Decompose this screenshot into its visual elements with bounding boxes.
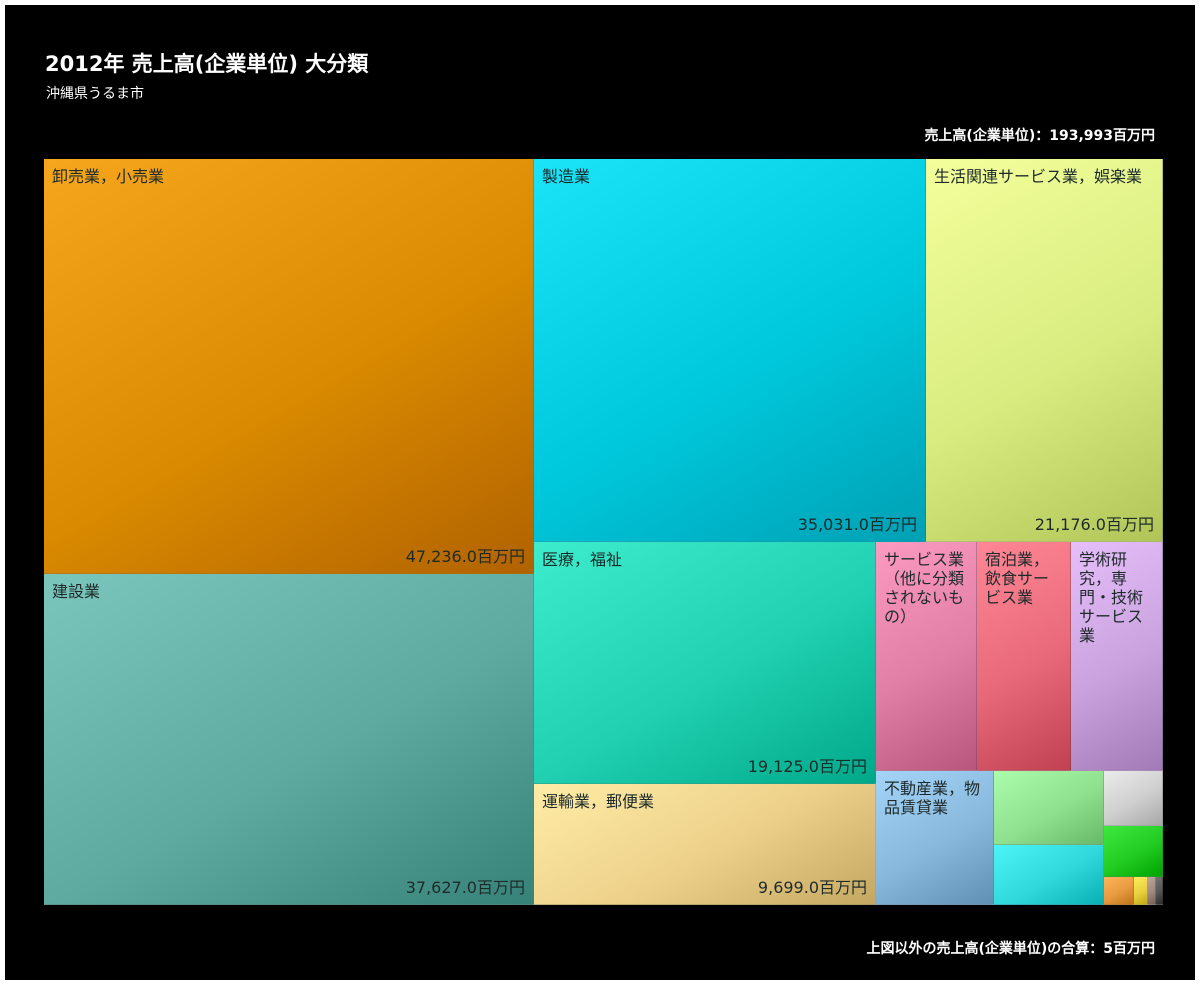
tile-value-label: 19,125.0百万円 bbox=[747, 757, 867, 776]
treemap-tile[interactable] bbox=[1104, 826, 1163, 877]
tile-label: 製造業 bbox=[542, 167, 591, 186]
tile-value-label: 21,176.0百万円 bbox=[1034, 515, 1154, 534]
treemap-tile[interactable] bbox=[994, 845, 1104, 905]
treemap-tile[interactable]: 不動産業，物品賃貸業 bbox=[876, 771, 994, 905]
treemap-tile[interactable] bbox=[1104, 877, 1134, 905]
treemap-tile[interactable] bbox=[1134, 877, 1148, 905]
treemap-tile[interactable]: 運輸業，郵便業 9,699.0百万円 bbox=[534, 784, 876, 905]
tile-label: 医療，福祉 bbox=[542, 550, 623, 569]
others-sum-label: 上図以外の売上高(企業単位)の合算：5百万円 bbox=[866, 941, 1155, 957]
treemap-tile[interactable]: 学術研究，専門・技術サービス業 bbox=[1071, 542, 1163, 771]
tile-label: 卸売業，小売業 bbox=[52, 167, 165, 186]
total-sales-label: 売上高(企業単位)：193,993百万円 bbox=[924, 128, 1155, 144]
treemap-tile[interactable]: 建設業 37,627.0百万円 bbox=[44, 574, 534, 905]
chart-title: 2012年 売上高(企業単位) 大分類 bbox=[45, 52, 369, 76]
treemap-tile[interactable]: 宿泊業，飲食サービス業 bbox=[977, 542, 1071, 771]
treemap-tile[interactable]: 医療，福祉 19,125.0百万円 bbox=[534, 542, 876, 784]
treemap-tile[interactable]: 製造業 35,031.0百万円 bbox=[534, 159, 926, 542]
treemap-tile[interactable]: 生活関連サービス業，娯楽業 21,176.0百万円 bbox=[926, 159, 1163, 542]
treemap: 卸売業，小売業 47,236.0百万円建設業 37,627.0百万円 製造業 35,03… bbox=[44, 159, 1163, 905]
tile-label: 不動産業，物品賃貸業 bbox=[884, 779, 981, 817]
tile-label: 建設業 bbox=[52, 582, 101, 601]
tile-value-label: 37,627.0百万円 bbox=[405, 878, 525, 897]
tile-value-label: 35,031.0百万円 bbox=[797, 515, 917, 534]
tile-label: サービス業（他に分類されないもの） bbox=[884, 550, 965, 626]
treemap-tile[interactable]: 卸売業，小売業 47,236.0百万円 bbox=[44, 159, 534, 574]
tile-label: 学術研究，専門・技術サービス業 bbox=[1079, 550, 1144, 645]
treemap-tile[interactable] bbox=[1104, 771, 1163, 826]
treemap-tile[interactable]: サービス業（他に分類されないもの） bbox=[876, 542, 977, 771]
tile-value-label: 47,236.0百万円 bbox=[405, 547, 525, 566]
treemap-tile[interactable] bbox=[1148, 877, 1156, 905]
tile-label: 生活関連サービス業，娯楽業 bbox=[934, 167, 1143, 186]
tile-label: 運輸業，郵便業 bbox=[542, 792, 655, 811]
treemap-tile[interactable] bbox=[1156, 877, 1163, 905]
treemap-tile[interactable] bbox=[994, 771, 1104, 845]
tile-label: 宿泊業，飲食サービス業 bbox=[985, 550, 1050, 607]
chart-subtitle: 沖縄県うるま市 bbox=[46, 86, 144, 102]
tile-value-label: 9,699.0百万円 bbox=[757, 878, 867, 897]
